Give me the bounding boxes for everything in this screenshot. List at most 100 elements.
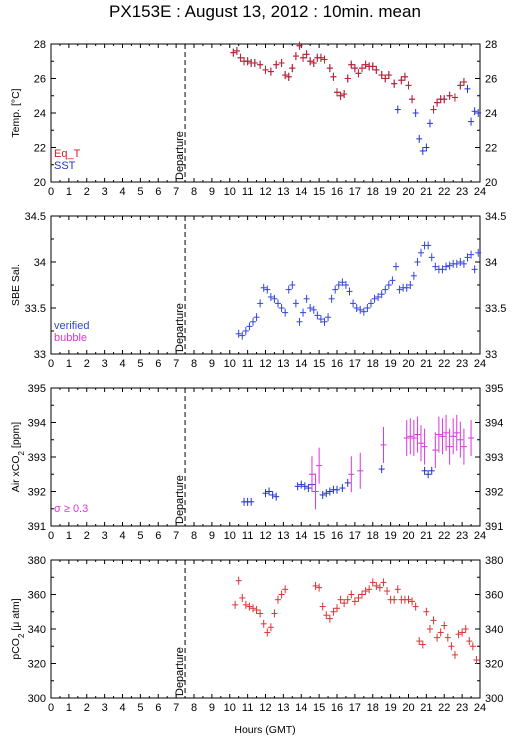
data-point [303, 294, 310, 303]
data-point [410, 420, 417, 457]
x-tick-label: 8 [191, 186, 197, 198]
data-point [251, 58, 258, 67]
y-axis-label: pCO2 [μ atm] [10, 598, 26, 659]
x-tick-label: 22 [438, 530, 450, 542]
data-point [391, 595, 398, 604]
x-tick-label: 1 [66, 358, 72, 370]
y-tick-label-right: 20 [485, 177, 497, 189]
x-tick-label: 8 [191, 530, 197, 542]
data-point [308, 456, 315, 493]
data-point [357, 305, 364, 314]
y-tick-label: 24 [34, 108, 46, 120]
data-point [269, 490, 276, 499]
x-tick-label: 24 [474, 530, 486, 542]
y-tick-label: 393 [28, 452, 46, 464]
y-tick-label: 34.5 [25, 211, 46, 223]
legend-item: Eq_T [54, 148, 81, 160]
data-point [348, 456, 355, 493]
x-tick-label: 13 [277, 358, 289, 370]
y-tick-label-right: 300 [485, 693, 503, 705]
x-tick-label: 7 [173, 702, 179, 714]
data-point [337, 595, 344, 604]
x-tick-label: 5 [137, 702, 143, 714]
data-point [253, 313, 260, 322]
x-tick-label: 12 [259, 358, 271, 370]
data-point [385, 71, 392, 80]
x-tick-label: 3 [102, 186, 108, 198]
series-1 [232, 576, 480, 665]
series-verified [235, 241, 482, 340]
data-point [312, 581, 319, 590]
panel-1: 0 1 2 3 4 5 6 7 8 9 10 11 12 13 14 15 16 17 18 19 20 21 22 23 24… [10, 39, 497, 198]
data-point [289, 64, 296, 73]
data-point [339, 278, 346, 287]
data-point [428, 466, 435, 475]
x-tick-label: 15 [313, 702, 325, 714]
data-point [249, 317, 256, 326]
data-point [421, 428, 428, 465]
x-tick-label: 16 [331, 702, 343, 714]
data-point [341, 599, 348, 608]
y-tick-label: 320 [28, 659, 46, 671]
x-tick-label: 9 [209, 358, 215, 370]
data-point [418, 425, 425, 462]
data-point [468, 250, 475, 259]
x-tick-label: 8 [191, 358, 197, 370]
data-point [330, 72, 337, 81]
x-tick-label: 7 [173, 186, 179, 198]
data-point [332, 285, 339, 294]
y-tick-label-right: 391 [485, 521, 503, 533]
x-tick-label: 18 [367, 702, 379, 714]
data-point [369, 578, 376, 587]
x-axis-label: Hours (GMT) [234, 724, 295, 736]
data-point [298, 480, 305, 489]
x-tick-label: 4 [119, 358, 125, 370]
data-point [378, 71, 385, 80]
data-point [357, 452, 364, 489]
data-point [394, 585, 401, 594]
x-tick-label: 18 [367, 530, 379, 542]
x-tick-label: 13 [277, 702, 289, 714]
x-tick-label: 11 [242, 358, 253, 370]
x-tick-label: 20 [402, 702, 414, 714]
data-point [312, 473, 319, 510]
data-point [342, 281, 349, 289]
y-tick-label: 340 [28, 624, 46, 636]
data-point [475, 109, 482, 117]
x-tick-label: 2 [84, 702, 90, 714]
data-point [307, 57, 314, 66]
data-point [416, 134, 423, 143]
data-point [257, 299, 264, 308]
data-point [443, 414, 450, 451]
data-point [457, 258, 464, 266]
x-tick-label: 22 [438, 702, 450, 714]
data-point [351, 64, 358, 73]
x-tick-label: 20 [402, 530, 414, 542]
data-point [364, 304, 371, 312]
data-point [344, 478, 351, 487]
departure-label: Departure [174, 475, 186, 524]
plot-frame [50, 559, 481, 699]
data-point [396, 285, 403, 294]
x-tick-label: 24 [474, 186, 486, 198]
x-tick-label: 19 [385, 186, 397, 198]
x-tick-label: 16 [331, 186, 343, 198]
x-tick-label: 14 [295, 358, 307, 370]
data-point [439, 265, 446, 274]
data-point [267, 67, 274, 76]
y-tick-label: 33 [34, 349, 46, 361]
data-point [437, 628, 444, 637]
y-axis-label: Air xCO2 [ppm] [10, 422, 26, 492]
data-point [371, 294, 378, 303]
x-tick-label: 17 [349, 186, 361, 198]
x-tick-label: 11 [242, 186, 253, 198]
data-point [421, 466, 428, 475]
data-point [392, 262, 399, 271]
data-point [301, 482, 308, 491]
legend-item: bubble [54, 332, 87, 344]
x-tick-label: 1 [66, 702, 72, 714]
x-tick-label: 3 [102, 702, 108, 714]
x-tick-label: 21 [420, 530, 432, 542]
x-tick-label: 10 [224, 358, 236, 370]
data-point [257, 60, 264, 69]
